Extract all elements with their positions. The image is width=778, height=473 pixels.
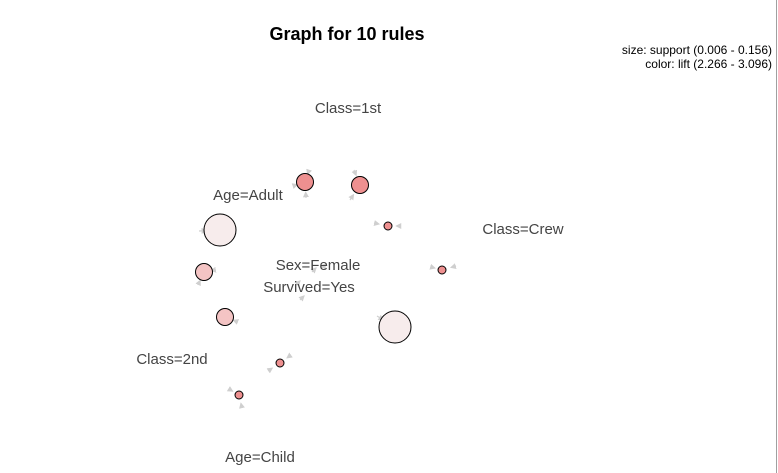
rule-edge-4-1 xyxy=(373,220,381,226)
rule-edge-6-1 xyxy=(195,279,201,287)
legend: size: support (0.006 - 0.156) color: lif… xyxy=(622,43,772,71)
rule-node-7 xyxy=(216,308,234,326)
rule-node-8 xyxy=(378,310,412,344)
edges-layer xyxy=(195,168,457,409)
rule-node-1 xyxy=(296,173,314,191)
rule-edge-10-2 xyxy=(239,402,245,409)
legend-size: size: support (0.006 - 0.156) xyxy=(621,43,772,57)
rule-node-10 xyxy=(234,390,244,400)
rule-edge-7-1 xyxy=(232,319,240,325)
legend-color: color: lift (2.266 - 3.096) xyxy=(645,57,772,71)
rule-node-6 xyxy=(195,263,213,281)
item-class-2nd: Class=2nd xyxy=(136,351,207,368)
rule-edge-5-2 xyxy=(449,263,457,269)
center-edge-1 xyxy=(298,295,305,302)
rule-node-4 xyxy=(383,221,393,231)
rule-node-2 xyxy=(351,176,369,194)
rule-edge-9-2 xyxy=(286,352,293,359)
rule-node-3 xyxy=(203,213,237,247)
item-age-child: Age=Child xyxy=(225,449,295,466)
rule-node-9 xyxy=(275,358,285,368)
item-class-crew: Class=Crew xyxy=(482,221,563,238)
center-edge-3 xyxy=(320,263,327,270)
rule-edge-10-1 xyxy=(226,386,234,392)
frame-border xyxy=(776,0,777,473)
rule-edge-5-1 xyxy=(429,263,437,270)
rule-node-5 xyxy=(437,265,447,275)
graph-title: Graph for 10 rules xyxy=(269,24,425,44)
item-class-1st: Class=1st xyxy=(315,100,382,117)
rule-edge-9-1 xyxy=(266,367,274,374)
rule-edge-2-1 xyxy=(351,169,358,177)
rule-edge-2-2 xyxy=(348,193,355,201)
item-survived-yes: Survived=Yes xyxy=(263,279,355,296)
rule-nodes-layer xyxy=(195,173,447,400)
item-age-adult: Age=Adult xyxy=(213,187,283,204)
center-edge-4 xyxy=(294,280,301,287)
center-edge-2 xyxy=(310,267,317,274)
item-sex-female: Sex=Female xyxy=(276,257,361,274)
